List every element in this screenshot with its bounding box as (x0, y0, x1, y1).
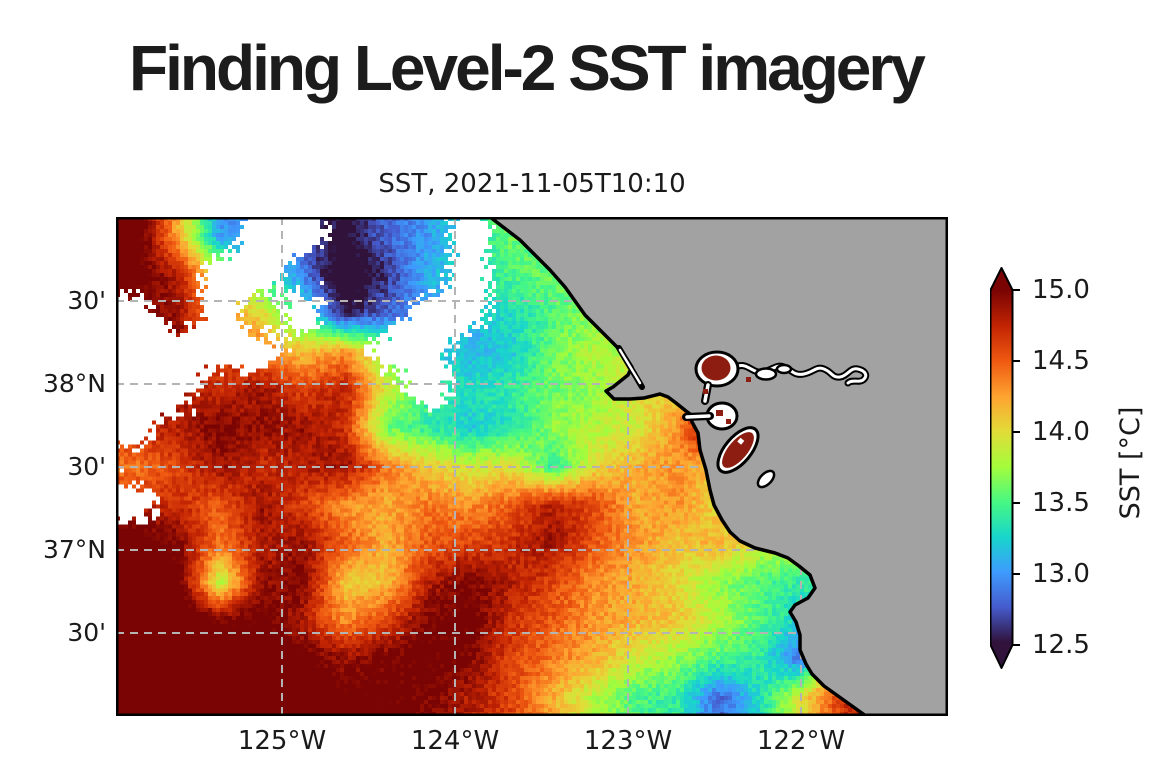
plot-frame (116, 217, 948, 716)
x-tick-123W: 123°W (583, 726, 673, 756)
page-title: Finding Level-2 SST imagery (129, 32, 926, 104)
y-tick-37N: 37°N (42, 535, 106, 564)
y-tick-38N: 38°N (42, 369, 106, 398)
south-bay (716, 426, 776, 489)
colorbar-axis-label: SST [°C] (1115, 406, 1146, 520)
x-tick-125W: 125°W (237, 726, 327, 756)
x-tick-122W: 122°W (756, 726, 846, 756)
bay-strait (701, 381, 712, 405)
cbar-tick-13.0: 13.0 (1032, 559, 1090, 589)
delta-channels (734, 362, 870, 387)
cbar-tick-14.5: 14.5 (1032, 346, 1090, 376)
colorbar-ticks (1012, 289, 1020, 646)
x-tick-124W: 124°W (410, 726, 500, 756)
tomales-bay (616, 345, 645, 390)
cbar-tick-15.0: 15.0 (1032, 275, 1090, 305)
golden-gate-strait (682, 412, 714, 421)
san-pablo-bay (694, 350, 740, 388)
colorbar-gradient-bar (990, 267, 1014, 669)
sst-map (116, 217, 948, 716)
y-tick-37-30: 30' (67, 452, 106, 481)
figure-title: SST, 2021-11-05T10:10 (378, 169, 686, 199)
y-tick-36-30: 30' (67, 618, 106, 647)
cbar-tick-14.0: 14.0 (1032, 417, 1090, 447)
cbar-tick-13.5: 13.5 (1032, 488, 1090, 518)
map-overlay (116, 217, 948, 716)
y-tick-38-30: 30' (67, 286, 106, 315)
cbar-tick-12.5: 12.5 (1032, 630, 1090, 660)
colorbar (990, 267, 1020, 669)
